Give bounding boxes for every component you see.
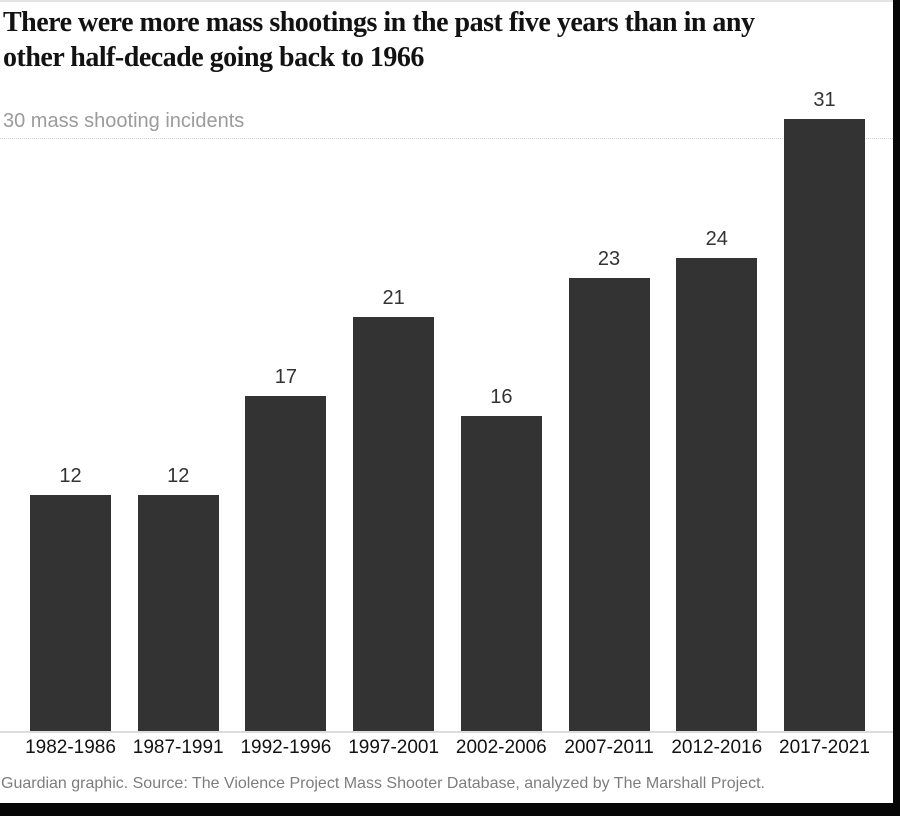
bar-1992-1996 [245, 396, 327, 733]
x-axis-tick-label: 2007-2011 [564, 737, 654, 758]
chart-title-line-1: There were more mass shootings in the pa… [3, 7, 755, 38]
bar-value-label: 12 [59, 465, 82, 488]
bar-value-label: 24 [705, 227, 728, 250]
bottom-border-strip [0, 803, 900, 816]
bar-value-label: 16 [490, 386, 513, 409]
bar-value-label: 31 [813, 89, 836, 112]
bar-value-label: 23 [597, 247, 621, 270]
y-axis-label: 30 mass shooting incidents [3, 110, 245, 132]
gridline-30 [0, 138, 893, 139]
chart-title-line-2: other half-decade going back to 1966 [3, 42, 424, 73]
top-border-line [0, 0, 894, 2]
right-border-strip [893, 0, 900, 816]
bar-plot-area: 12 1982-1986 12 1987-1991 17 1992-1996 21 1997-… [25, 89, 870, 758]
bar-1997-2001 [353, 317, 435, 733]
source-credit: Guardian graphic. Source: The Violence P… [1, 775, 765, 792]
x-axis-tick-label: 2017-2021 [779, 737, 870, 758]
x-axis-line [0, 731, 893, 733]
bar-value-label: 21 [382, 287, 405, 310]
bar-1987-1991 [137, 495, 219, 733]
x-axis-tick-label: 1997-2001 [348, 737, 440, 758]
chart-title: There were more mass shootings in the pa… [3, 5, 893, 75]
bar-2002-2006 [460, 416, 542, 733]
bar-2017-2021 [783, 119, 865, 733]
x-axis-tick-label: 1982-1986 [25, 737, 116, 758]
bar-1982-1986 [30, 495, 111, 733]
bar-2007-2011 [568, 277, 650, 733]
bar-2012-2016 [676, 257, 758, 733]
x-axis-tick-label: 1987-1991 [132, 737, 224, 758]
bar-value-label: 17 [274, 366, 298, 389]
x-axis-tick-label: 1992-1996 [240, 737, 332, 758]
x-axis-tick-label: 2002-2006 [455, 737, 547, 758]
bar-value-label: 12 [167, 465, 190, 488]
x-axis-tick-label: 2012-2016 [671, 737, 763, 758]
